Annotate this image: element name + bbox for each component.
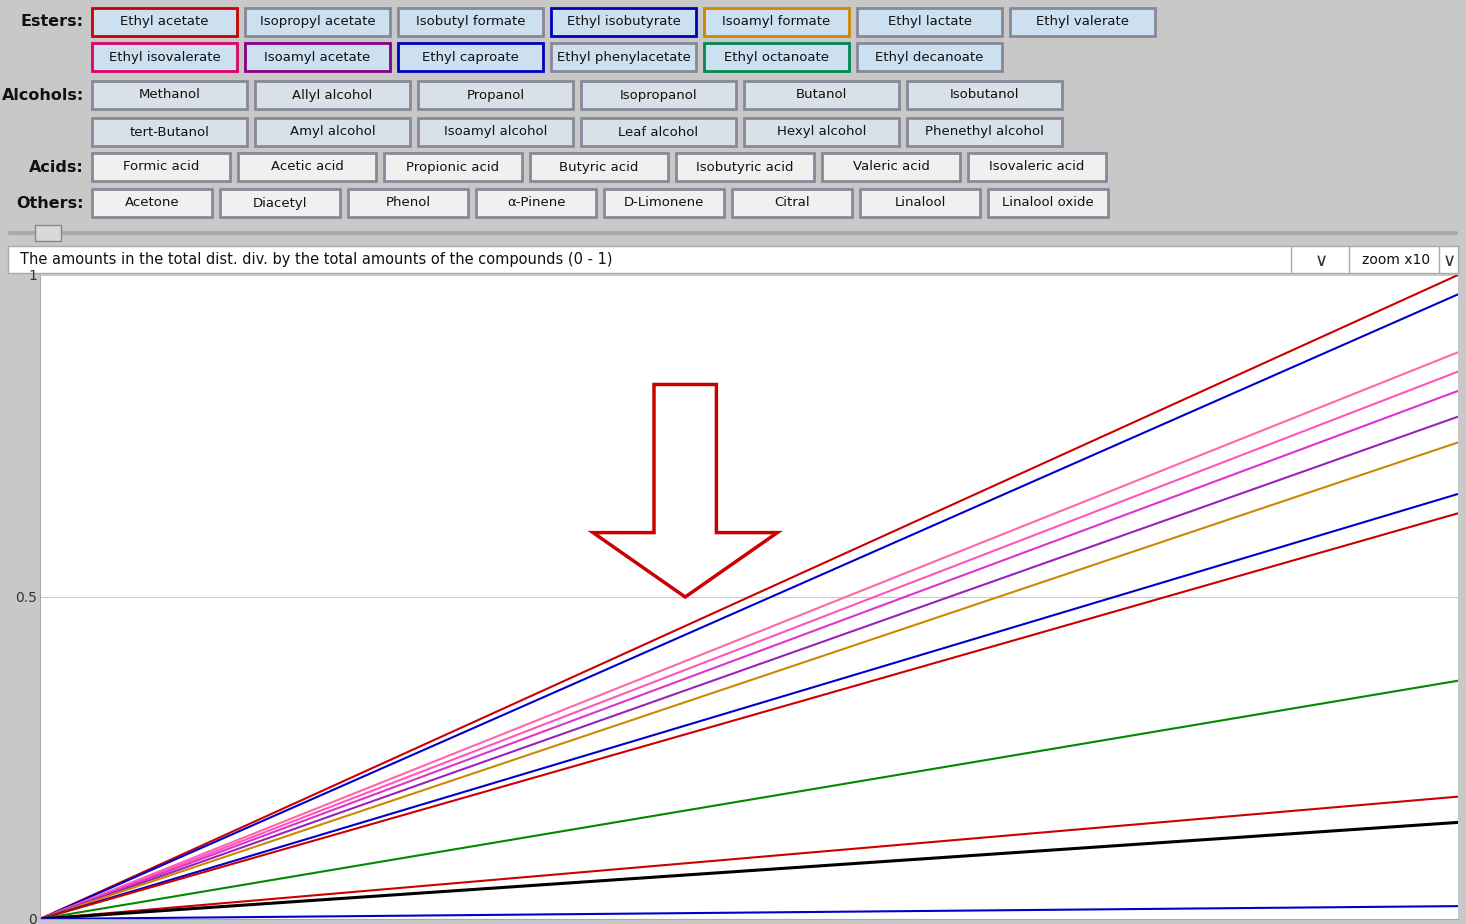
Bar	[531, 153, 668, 181]
Bar	[92, 153, 230, 181]
Text: Propanol: Propanol	[466, 89, 525, 102]
Bar	[581, 81, 736, 109]
Text: Others:: Others:	[16, 196, 84, 211]
Bar	[237, 153, 375, 181]
Bar	[397, 8, 542, 36]
Bar	[861, 189, 979, 217]
Text: Allyl alcohol: Allyl alcohol	[292, 89, 372, 102]
Text: Ethyl decanoate: Ethyl decanoate	[875, 51, 984, 64]
Bar	[745, 118, 899, 146]
Text: Ethyl isobutyrate: Ethyl isobutyrate	[566, 16, 680, 29]
Text: α-Pinene: α-Pinene	[507, 197, 566, 210]
Text: Linalool oxide: Linalool oxide	[1003, 197, 1094, 210]
Bar	[92, 8, 237, 36]
Text: Acids:: Acids:	[29, 160, 84, 175]
Bar	[255, 81, 410, 109]
Text: Butanol: Butanol	[796, 89, 847, 102]
Text: The amounts in the total dist. div. by the total amounts of the compounds (0 - 1: The amounts in the total dist. div. by t…	[19, 252, 613, 267]
Text: zoom x10: zoom x10	[1362, 252, 1429, 266]
Bar	[92, 118, 246, 146]
Text: Leaf alcohol: Leaf alcohol	[619, 126, 699, 139]
Text: Acetone: Acetone	[125, 197, 179, 210]
Bar	[397, 43, 542, 71]
Bar	[822, 153, 960, 181]
Text: Diacetyl: Diacetyl	[252, 197, 308, 210]
Bar	[92, 81, 246, 109]
Text: Isoamyl formate: Isoamyl formate	[723, 16, 831, 29]
Bar	[704, 8, 849, 36]
Text: Isopropanol: Isopropanol	[620, 89, 698, 102]
Bar	[255, 118, 410, 146]
Bar	[581, 118, 736, 146]
Bar	[604, 189, 724, 217]
Bar	[988, 189, 1108, 217]
Bar	[907, 81, 1061, 109]
Text: Isovaleric acid: Isovaleric acid	[990, 161, 1085, 174]
Text: Linalool: Linalool	[894, 197, 946, 210]
Text: ∨: ∨	[1315, 252, 1328, 270]
Bar	[245, 8, 390, 36]
Bar	[551, 8, 696, 36]
Text: Formic acid: Formic acid	[123, 161, 199, 174]
Bar	[968, 153, 1105, 181]
Text: Citral: Citral	[774, 197, 809, 210]
Text: Butyric acid: Butyric acid	[560, 161, 639, 174]
Text: Isopropyl acetate: Isopropyl acetate	[259, 16, 375, 29]
Text: Isobutyric acid: Isobutyric acid	[696, 161, 793, 174]
Bar	[858, 43, 1001, 71]
Text: Phenethyl alcohol: Phenethyl alcohol	[925, 126, 1044, 139]
Bar	[418, 118, 573, 146]
Bar	[704, 43, 849, 71]
Text: Ethyl valerate: Ethyl valerate	[1036, 16, 1129, 29]
Text: Isobutanol: Isobutanol	[950, 89, 1019, 102]
Text: Ethyl acetate: Ethyl acetate	[120, 16, 208, 29]
Bar	[418, 81, 573, 109]
Text: Amyl alcohol: Amyl alcohol	[290, 126, 375, 139]
Bar	[551, 43, 696, 71]
Text: Alcohols:: Alcohols:	[1, 88, 84, 103]
Bar	[347, 189, 468, 217]
Text: Ethyl caproate: Ethyl caproate	[422, 51, 519, 64]
Bar	[92, 43, 237, 71]
Bar	[745, 81, 899, 109]
Bar	[732, 189, 852, 217]
Text: Phenol: Phenol	[386, 197, 431, 210]
Text: tert-Butanol: tert-Butanol	[129, 126, 210, 139]
Text: Methanol: Methanol	[139, 89, 201, 102]
Text: Isobutyl formate: Isobutyl formate	[416, 16, 525, 29]
Bar	[220, 189, 340, 217]
Text: Propionic acid: Propionic acid	[406, 161, 500, 174]
Bar	[384, 153, 522, 181]
Text: Ethyl phenylacetate: Ethyl phenylacetate	[557, 51, 690, 64]
Bar	[907, 118, 1061, 146]
Text: D-Limonene: D-Limonene	[625, 197, 704, 210]
Text: Isoamyl alcohol: Isoamyl alcohol	[444, 126, 547, 139]
Bar	[676, 153, 814, 181]
Text: Ethyl lactate: Ethyl lactate	[887, 16, 972, 29]
Bar	[245, 43, 390, 71]
Bar	[92, 189, 213, 217]
Text: Ethyl octanoate: Ethyl octanoate	[724, 51, 828, 64]
Bar	[1010, 8, 1155, 36]
Text: Acetic acid: Acetic acid	[271, 161, 343, 174]
Text: Hexyl alcohol: Hexyl alcohol	[777, 126, 866, 139]
Text: Ethyl isovalerate: Ethyl isovalerate	[108, 51, 220, 64]
Text: Valeric acid: Valeric acid	[853, 161, 929, 174]
Polygon shape	[594, 384, 777, 597]
Text: Esters:: Esters:	[21, 15, 84, 30]
Bar	[35, 225, 62, 241]
Bar	[476, 189, 597, 217]
Text: Isoamyl acetate: Isoamyl acetate	[264, 51, 371, 64]
Bar	[858, 8, 1001, 36]
Text: ∨: ∨	[1443, 252, 1456, 270]
